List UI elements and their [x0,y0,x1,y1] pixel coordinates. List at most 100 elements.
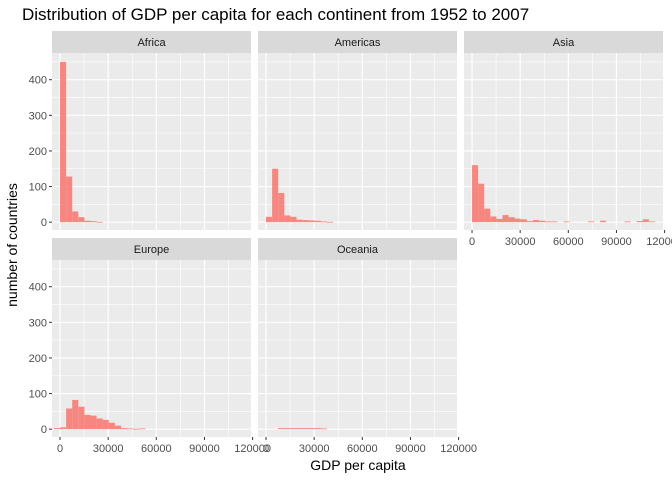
facet-strip-label-oceania: Oceania [337,244,379,256]
histogram-bar-asia [642,219,649,223]
histogram-bar-europe [127,428,134,430]
histogram-bar-oceania [296,428,303,430]
histogram-bar-europe [139,428,146,430]
histogram-bar-asia [472,165,479,223]
histogram-bar-asia [624,221,631,223]
facet-africa: Africa 0 100 200 300 400 [29,31,254,230]
y-tick-label: 0 [41,217,47,229]
x-tick-label: 120000 [646,236,672,248]
facet-americas: Americas [258,31,460,230]
y-tick-label: 100 [29,182,47,194]
histogram-bar-oceania [302,428,309,430]
histogram-bar-europe [96,418,103,430]
histogram-bar-europe [78,406,85,430]
x-tick-label: 120000 [234,443,271,455]
y-tick-label: 100 [29,389,47,401]
y-tick-label: 400 [29,282,47,294]
facet-strip-africa [52,31,251,53]
histogram-bar-europe [53,428,61,430]
histogram-bar-europe [60,427,67,430]
x-tick-label: 30000 [93,443,124,455]
histogram-bar-asia [478,183,485,223]
histogram-bar-asia [600,220,607,223]
histogram-bar-europe [133,428,140,430]
histogram-bar-oceania [320,428,328,430]
histogram-bar-americas [308,220,315,223]
x-tick-label: 0 [469,236,475,248]
y-tick-label: 400 [29,75,47,87]
x-tick-label: 90000 [601,236,632,248]
x-tick-label: 60000 [553,236,584,248]
histogram-bar-oceania [308,428,315,430]
histogram-bar-asia [545,221,552,223]
x-tick-label: 0 [263,443,269,455]
histogram-bar-asia [648,221,655,223]
histogram-bar-africa [60,61,67,223]
histogram-bar-asia [533,220,540,223]
histogram-bar-americas [302,220,309,223]
histogram-bar-africa [96,221,103,223]
panel-background-asia [464,53,663,230]
histogram-bar-asia [508,217,515,223]
histogram-bar-americas [327,221,334,223]
y-tick-label: 300 [29,110,47,122]
histogram-bar-africa [90,221,97,223]
facet-strip-label-asia: Asia [553,37,575,49]
facet-oceania: Oceania 0 30000 60000 90000 120000 [258,238,477,455]
histogram-bar-asia [526,221,534,223]
facet-asia: Asia 0 30000 60000 90000 120000 [464,31,672,248]
histogram-bar-americas [266,216,273,223]
panel-background-africa [52,53,251,230]
histogram-bar-americas [314,220,321,223]
histogram-bar-asia [636,221,643,223]
histogram-bar-europe [121,428,128,430]
histogram-bar-asia [539,220,546,223]
x-tick-label: 120000 [440,443,477,455]
y-tick-label: 200 [29,146,47,158]
panel-background-europe [52,260,251,437]
histogram-bar-americas [320,221,328,223]
histogram-bar-oceania [284,428,291,430]
histogram-bar-asia [563,221,570,223]
facet-strip-label-americas: Americas [335,37,381,49]
facet-strip-oceania [258,238,457,260]
y-tick-label: 0 [41,424,47,436]
x-tick-label: 90000 [395,443,426,455]
x-tick-label: 60000 [347,443,378,455]
x-tick-label: 30000 [505,236,536,248]
facet-europe: Europe 0 100 200 300 400 0 30000 60000 90000 12000… [29,238,271,455]
histogram-bar-asia [514,218,521,223]
histogram-bar-asia [551,221,558,223]
histogram-bar-asia [587,221,594,223]
facet-strip-europe [52,238,251,260]
facet-strip-asia [464,31,663,53]
histogram-bar-europe [102,419,109,430]
histogram-bar-europe [84,414,91,430]
histogram-bar-europe [90,415,97,430]
histogram-bar-europe [114,425,122,430]
histogram-bar-europe [66,408,73,430]
histogram-bar-africa [78,217,85,223]
histogram-bar-oceania [278,428,285,430]
histogram-bar-americas [284,215,291,223]
histogram-bar-americas [290,216,297,223]
x-tick-label: 60000 [141,443,172,455]
histogram-bar-europe [72,399,79,430]
y-tick-label: 300 [29,317,47,329]
histogram-bar-oceania [314,428,321,430]
panel-background-oceania [258,260,457,437]
histogram-bar-asia [496,218,503,223]
x-tick-label: 90000 [189,443,220,455]
histogram-bar-americas [296,219,303,223]
histogram-bar-asia [490,216,497,223]
histogram-bar-europe [108,422,115,430]
histogram-bar-africa [66,176,73,223]
y-axis-title: number of countries [4,183,20,307]
histogram-bar-oceania [290,428,297,430]
facet-strip-label-africa: Africa [137,37,166,49]
x-tick-label: 0 [57,443,63,455]
histogram-bar-asia [484,208,491,223]
panel-background-americas [258,53,457,230]
x-axis-title: GDP per capita [310,457,406,473]
